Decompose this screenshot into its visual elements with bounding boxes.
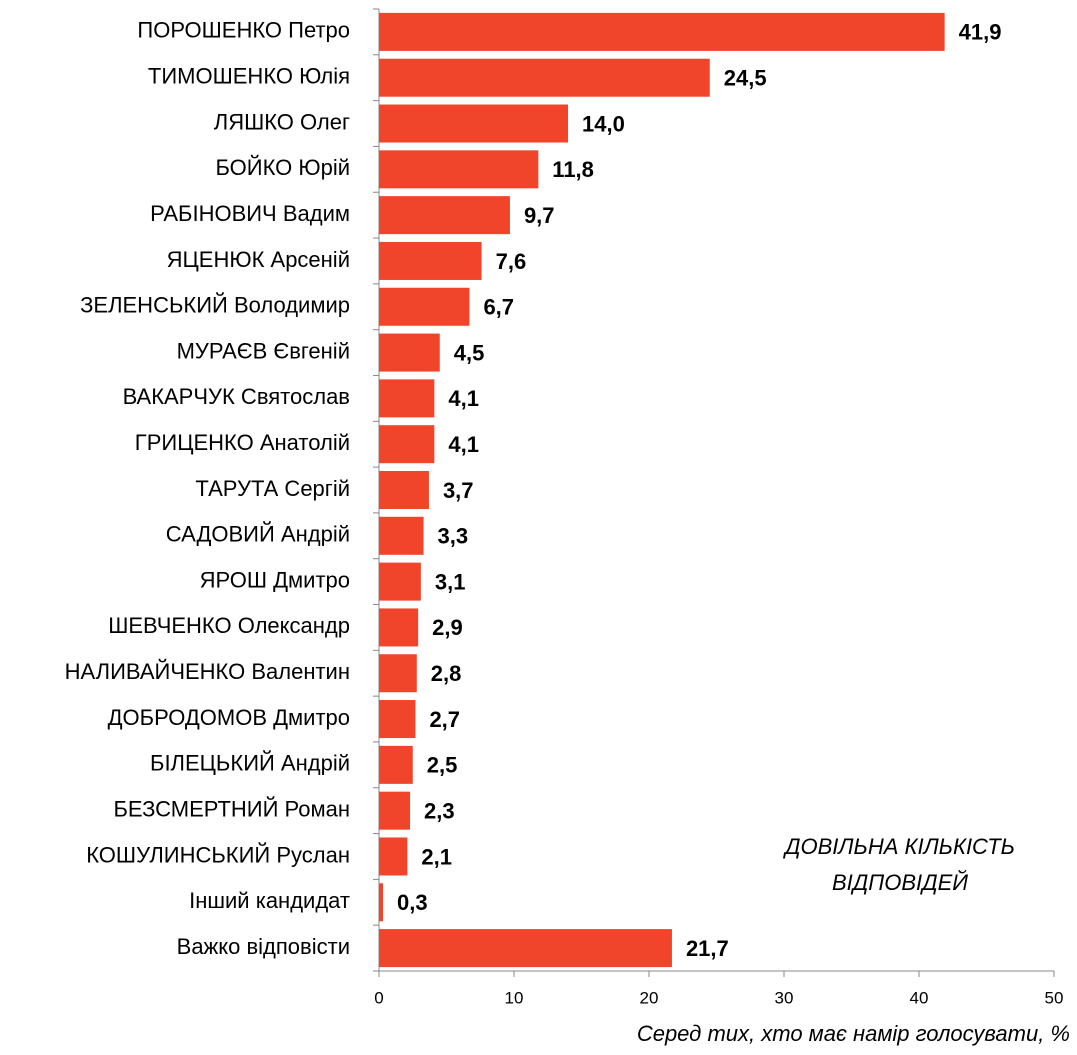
category-label: ГРИЦЕНКО Анатолій	[135, 430, 350, 455]
category-label: НАЛИВАЙЧЕНКО Валентин	[65, 659, 350, 684]
value-label: 2,7	[429, 707, 460, 732]
x-tick-label: 10	[505, 988, 524, 1007]
category-label: БІЛЕЦЬКИЙ Андрій	[150, 751, 350, 776]
category-label: ДОБРОДОМОВ Дмитро	[108, 705, 350, 730]
bar	[379, 929, 672, 968]
category-label: БЕЗСМЕРТНИЙ Роман	[113, 796, 350, 821]
value-label: 9,7	[524, 203, 555, 228]
value-label: 11,8	[552, 157, 594, 182]
value-label: 0,3	[397, 890, 428, 915]
category-label: РАБІНОВИЧ Вадим	[150, 201, 350, 226]
value-label: 2,5	[427, 753, 458, 778]
category-label: БОЙКО Юрій	[215, 155, 350, 180]
bar	[379, 791, 411, 830]
x-axis-label: Серед тих, хто має намір голосувати, %	[637, 1021, 1070, 1046]
value-label: 4,1	[448, 386, 479, 411]
bar	[379, 654, 417, 693]
category-label: КОШУЛИНСЬКИЙ Руслан	[86, 842, 350, 867]
category-label: МУРАЄВ Євгеній	[177, 338, 350, 363]
category-label: ЯРОШ Дмитро	[200, 567, 350, 592]
bar	[379, 379, 435, 418]
annotation: ДОВІЛЬНА КІЛЬКІСТЬ	[782, 834, 1015, 859]
value-label: 6,7	[483, 295, 514, 320]
bar	[379, 700, 416, 739]
x-tick-label: 50	[1045, 988, 1064, 1007]
category-label: ТИМОШЕНКО Юлія	[148, 64, 350, 89]
value-label: 3,7	[443, 478, 474, 503]
value-label: 2,8	[431, 661, 462, 686]
bar	[379, 516, 424, 555]
category-label: ТАРУТА Сергій	[195, 476, 350, 501]
value-label: 3,1	[435, 569, 466, 594]
category-label: ЗЕЛЕНСЬКИЙ Володимир	[80, 293, 350, 318]
value-label: 3,3	[438, 524, 469, 549]
x-tick-label: 20	[640, 988, 659, 1007]
bar	[379, 745, 413, 784]
value-label: 41,9	[959, 20, 1002, 45]
category-label: ШЕВЧЕНКО Олександр	[108, 613, 350, 638]
bar	[379, 196, 510, 235]
category-label: ЯЦЕНЮК Арсеній	[167, 247, 350, 272]
bar	[379, 883, 384, 922]
value-label: 4,5	[454, 340, 485, 365]
category-label: ЛЯШКО Олег	[214, 109, 350, 134]
bar	[379, 12, 945, 51]
value-label: 2,3	[424, 798, 455, 823]
bar	[379, 471, 429, 509]
bar	[379, 58, 710, 97]
value-label: 7,6	[496, 249, 527, 274]
category-label: САДОВИЙ Андрій	[166, 522, 350, 547]
value-label: 24,5	[724, 66, 767, 91]
annotation: ВІДПОВІДЕЙ	[832, 869, 968, 895]
x-tick-label: 30	[775, 988, 794, 1007]
x-tick-label: 40	[910, 988, 929, 1007]
bar	[379, 241, 482, 280]
bar	[379, 608, 419, 647]
value-label: 2,1	[421, 844, 452, 869]
value-label: 14,0	[582, 111, 625, 136]
value-label: 21,7	[686, 936, 729, 961]
category-label: ПОРОШЕНКО Петро	[137, 18, 350, 43]
category-label: ВАКАРЧУК Святослав	[123, 384, 350, 409]
value-label: 2,9	[432, 615, 463, 640]
bar	[379, 837, 408, 876]
bar	[379, 150, 539, 189]
value-label: 4,1	[448, 432, 479, 457]
x-tick-label: 0	[374, 988, 383, 1007]
category-label: Важко відповісти	[177, 934, 350, 959]
category-label: Інший кандидат	[189, 888, 350, 913]
bar	[379, 104, 568, 143]
bar	[379, 287, 470, 326]
bar	[379, 425, 435, 464]
bar	[379, 562, 421, 601]
bar	[379, 333, 440, 372]
